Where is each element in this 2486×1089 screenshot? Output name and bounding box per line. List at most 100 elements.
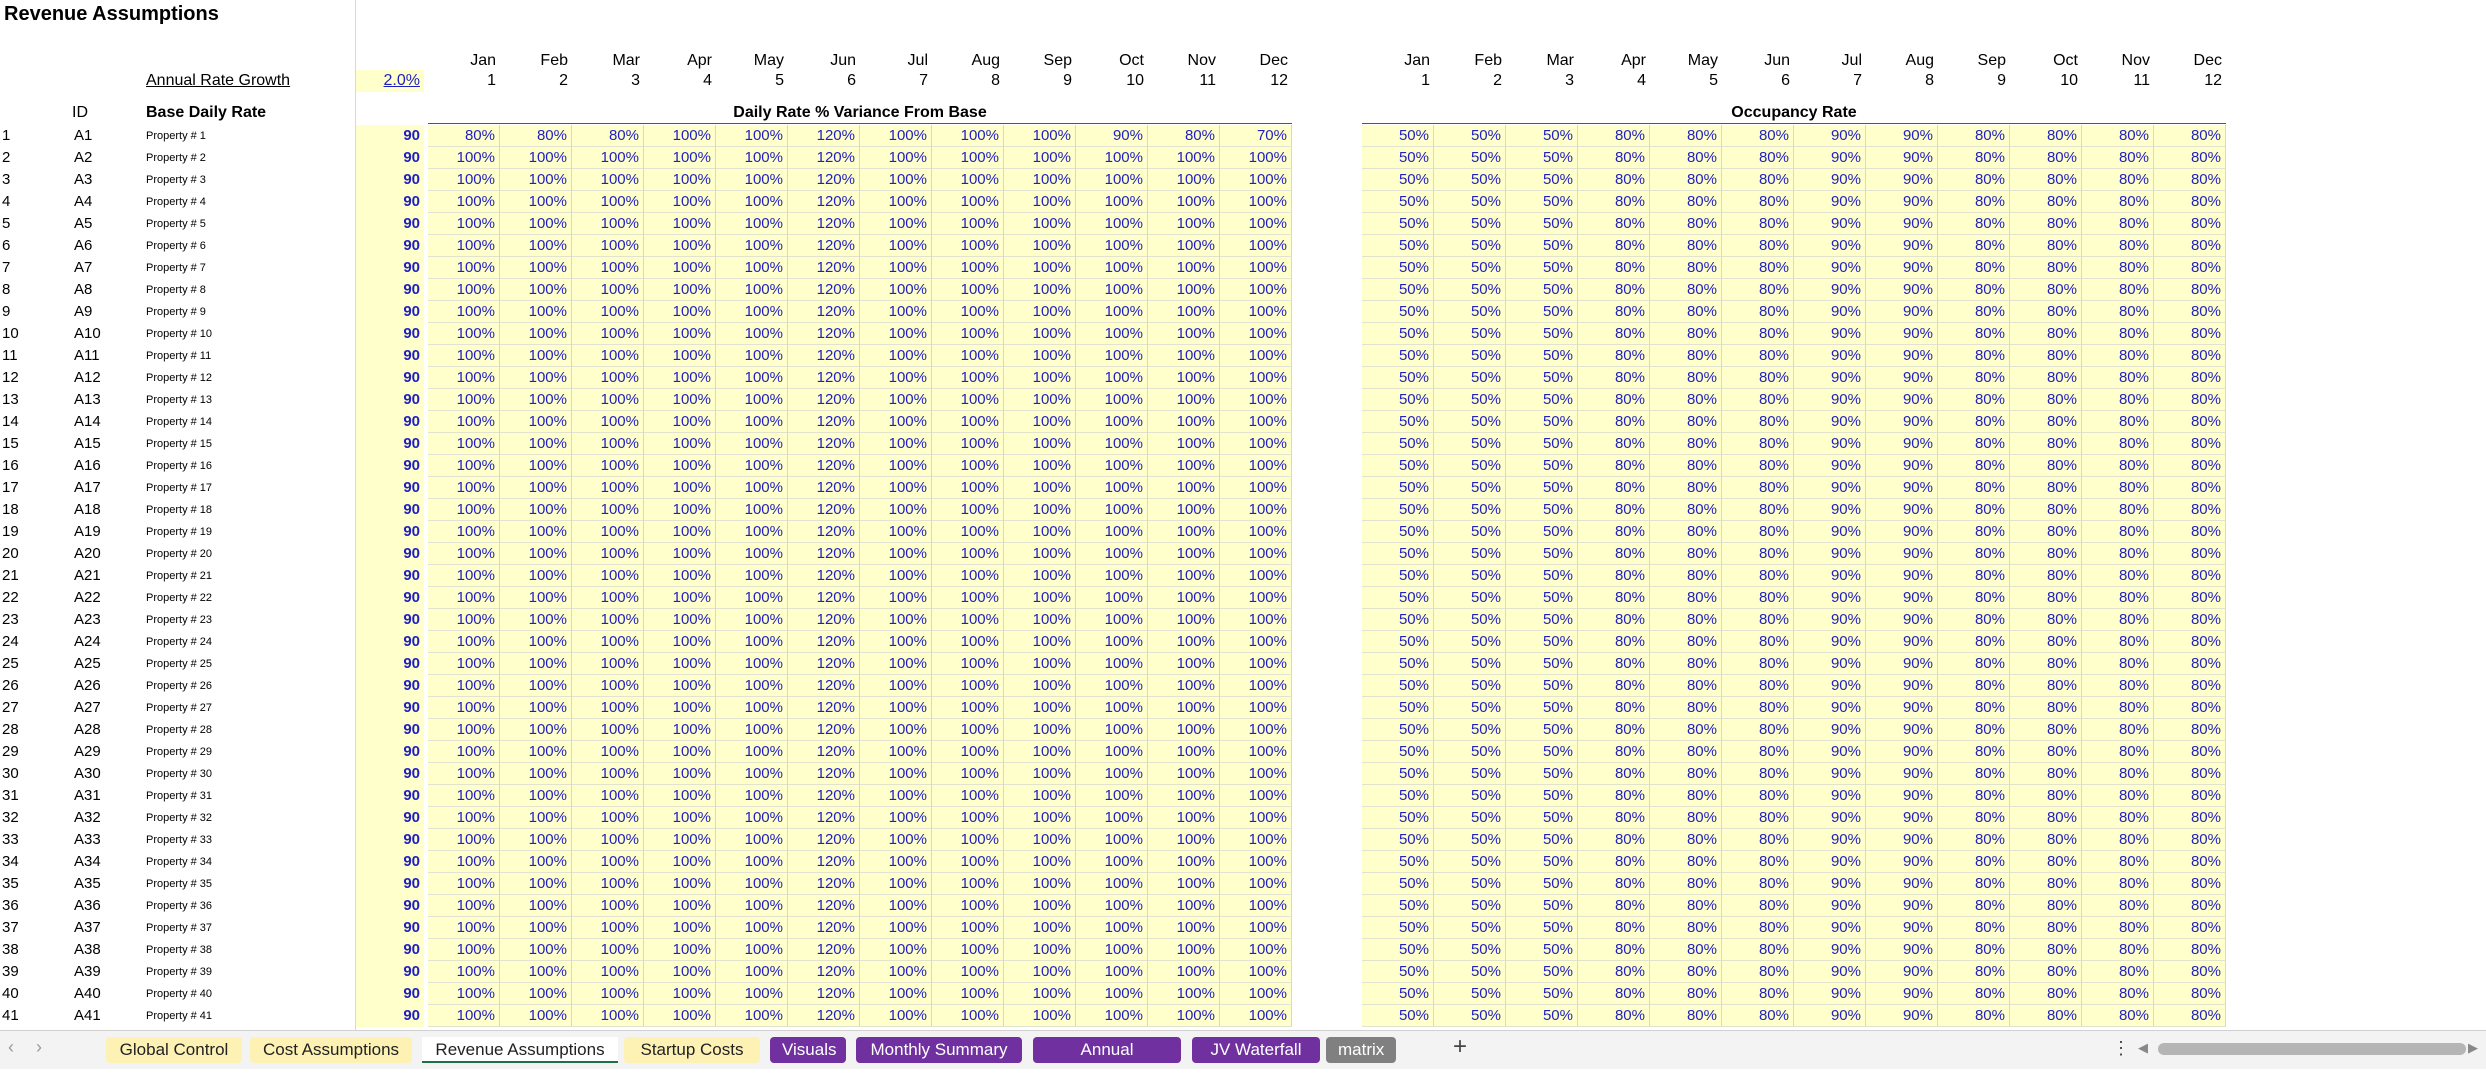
variance-cell[interactable]: 100% [500,697,572,719]
occupancy-cell[interactable]: 50% [1362,235,1434,257]
occupancy-cell[interactable]: 80% [2154,741,2226,763]
occupancy-cell[interactable]: 80% [1938,763,2010,785]
occupancy-cell[interactable]: 80% [2082,653,2154,675]
variance-cell[interactable]: 100% [1076,961,1148,983]
variance-cell[interactable]: 100% [1004,455,1076,477]
occupancy-cell[interactable]: 80% [2082,301,2154,323]
variance-cell[interactable]: 100% [1220,961,1292,983]
occupancy-cell[interactable]: 80% [1578,895,1650,917]
occupancy-cell[interactable]: 50% [1362,279,1434,301]
occupancy-cell[interactable]: 90% [1866,191,1938,213]
variance-cell[interactable]: 100% [644,763,716,785]
occupancy-cell[interactable]: 80% [1578,125,1650,147]
base-daily-rate-cell[interactable]: 90 [356,653,424,675]
occupancy-cell[interactable]: 90% [1794,895,1866,917]
occupancy-cell[interactable]: 80% [1722,763,1794,785]
occupancy-cell[interactable]: 80% [2010,389,2082,411]
variance-cell[interactable]: 100% [428,983,500,1005]
variance-cell[interactable]: 100% [860,631,932,653]
occupancy-cell[interactable]: 50% [1506,697,1578,719]
occupancy-cell[interactable]: 80% [1938,697,2010,719]
occupancy-cell[interactable]: 80% [2082,191,2154,213]
variance-cell[interactable]: 100% [1148,169,1220,191]
occupancy-cell[interactable]: 80% [1578,323,1650,345]
variance-cell[interactable]: 100% [500,653,572,675]
occupancy-cell[interactable]: 80% [1650,807,1722,829]
variance-cell[interactable]: 100% [1004,411,1076,433]
variance-cell[interactable]: 100% [860,521,932,543]
variance-cell[interactable]: 100% [572,477,644,499]
variance-cell[interactable]: 100% [1148,367,1220,389]
variance-cell[interactable]: 100% [644,235,716,257]
occupancy-cell[interactable]: 80% [2082,961,2154,983]
occupancy-cell[interactable]: 90% [1794,499,1866,521]
variance-cell[interactable]: 100% [572,499,644,521]
variance-cell[interactable]: 100% [1076,565,1148,587]
occupancy-cell[interactable]: 80% [2082,785,2154,807]
occupancy-cell[interactable]: 80% [1578,543,1650,565]
occupancy-cell[interactable]: 80% [1938,675,2010,697]
variance-cell[interactable]: 100% [1148,829,1220,851]
occupancy-cell[interactable]: 80% [2154,257,2226,279]
base-daily-rate-cell[interactable]: 90 [356,389,424,411]
occupancy-cell[interactable]: 80% [1722,895,1794,917]
variance-cell[interactable]: 100% [716,829,788,851]
variance-cell[interactable]: 100% [932,455,1004,477]
occupancy-cell[interactable]: 50% [1506,675,1578,697]
occupancy-cell[interactable]: 90% [1866,587,1938,609]
occupancy-cell[interactable]: 50% [1506,785,1578,807]
occupancy-cell[interactable]: 80% [1650,873,1722,895]
variance-cell[interactable]: 100% [1004,169,1076,191]
variance-cell[interactable]: 100% [716,279,788,301]
occupancy-cell[interactable]: 50% [1506,983,1578,1005]
occupancy-cell[interactable]: 90% [1866,301,1938,323]
variance-cell[interactable]: 100% [860,191,932,213]
sheet-tab[interactable]: Global Control [106,1037,242,1063]
base-daily-rate-cell[interactable]: 90 [356,257,424,279]
variance-cell[interactable]: 120% [788,829,860,851]
occupancy-cell[interactable]: 80% [2154,345,2226,367]
variance-cell[interactable]: 100% [500,213,572,235]
variance-cell[interactable]: 100% [428,147,500,169]
occupancy-cell[interactable]: 80% [1650,125,1722,147]
occupancy-cell[interactable]: 80% [2010,961,2082,983]
variance-cell[interactable]: 120% [788,477,860,499]
variance-cell[interactable]: 100% [644,785,716,807]
variance-cell[interactable]: 100% [428,169,500,191]
occupancy-cell[interactable]: 80% [1938,741,2010,763]
occupancy-cell[interactable]: 80% [1722,851,1794,873]
variance-cell[interactable]: 100% [860,477,932,499]
sheet-tab[interactable]: Annual Summary [1033,1037,1181,1085]
occupancy-cell[interactable]: 90% [1794,653,1866,675]
occupancy-cell[interactable]: 80% [1578,939,1650,961]
occupancy-cell[interactable]: 90% [1866,499,1938,521]
occupancy-cell[interactable]: 80% [1650,631,1722,653]
occupancy-cell[interactable]: 50% [1434,983,1506,1005]
variance-cell[interactable]: 100% [1148,147,1220,169]
occupancy-cell[interactable]: 80% [2154,323,2226,345]
occupancy-cell[interactable]: 80% [1938,565,2010,587]
occupancy-cell[interactable]: 80% [2154,983,2226,1005]
occupancy-cell[interactable]: 50% [1506,279,1578,301]
variance-cell[interactable]: 120% [788,675,860,697]
occupancy-cell[interactable]: 80% [2082,763,2154,785]
base-daily-rate-cell[interactable]: 90 [356,345,424,367]
variance-cell[interactable]: 100% [1148,851,1220,873]
variance-cell[interactable]: 100% [860,895,932,917]
occupancy-cell[interactable]: 50% [1362,323,1434,345]
variance-cell[interactable]: 100% [860,301,932,323]
occupancy-cell[interactable]: 80% [2082,257,2154,279]
occupancy-cell[interactable]: 50% [1362,565,1434,587]
base-daily-rate-cell[interactable]: 90 [356,939,424,961]
occupancy-cell[interactable]: 50% [1506,873,1578,895]
variance-cell[interactable]: 100% [1148,433,1220,455]
occupancy-cell[interactable]: 90% [1794,961,1866,983]
variance-cell[interactable]: 120% [788,279,860,301]
occupancy-cell[interactable]: 50% [1434,807,1506,829]
variance-cell[interactable]: 100% [644,543,716,565]
variance-cell[interactable]: 100% [932,697,1004,719]
variance-cell[interactable]: 100% [1004,389,1076,411]
occupancy-cell[interactable]: 80% [1938,983,2010,1005]
variance-cell[interactable]: 100% [644,477,716,499]
base-daily-rate-cell[interactable]: 90 [356,807,424,829]
